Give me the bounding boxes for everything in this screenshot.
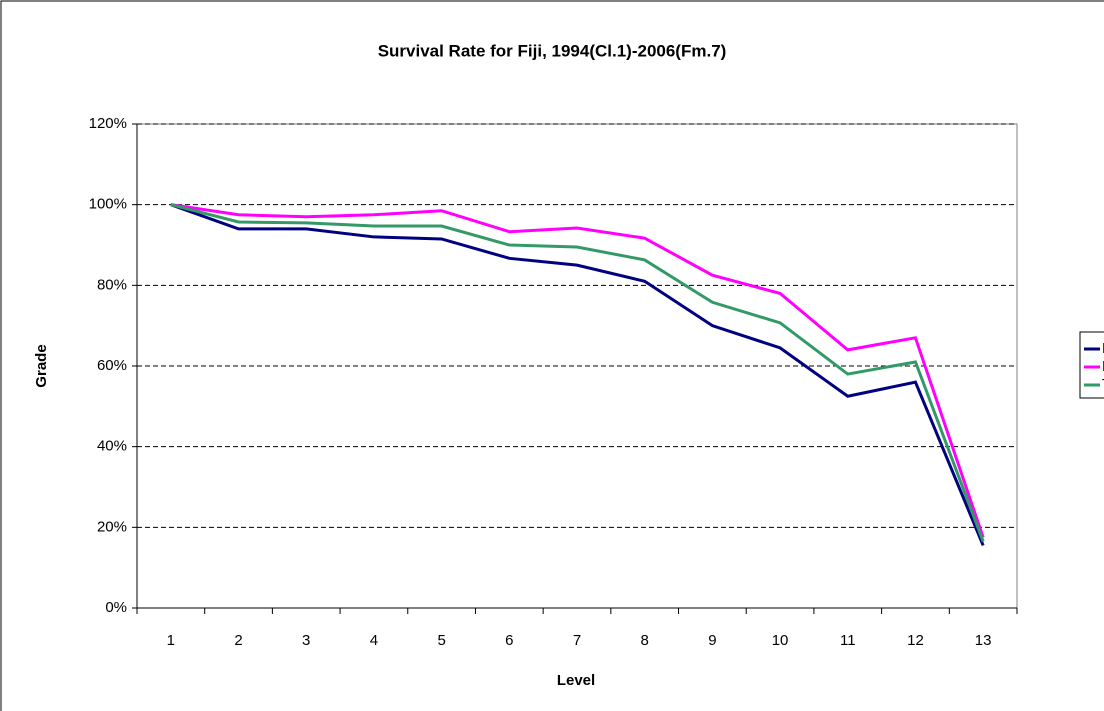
x-tick-label: 12 bbox=[907, 632, 924, 649]
legend-label: F bbox=[1102, 358, 1104, 375]
x-tick-label: 6 bbox=[505, 632, 513, 649]
y-axis-title: Grade bbox=[33, 344, 50, 387]
x-tick-label: 5 bbox=[437, 632, 445, 649]
series-line bbox=[170, 203, 985, 547]
x-tick-label: 4 bbox=[370, 632, 378, 649]
chart-title: Survival Rate for Fiji, 1994(Cl.1)-2006(… bbox=[378, 41, 727, 60]
x-tick-label: 2 bbox=[234, 632, 242, 649]
y-tick-label: 100% bbox=[89, 196, 127, 213]
legend-box bbox=[1079, 331, 1104, 399]
legend-label: T bbox=[1102, 376, 1104, 393]
x-tick-label: 11 bbox=[840, 632, 856, 649]
x-tick-label: 1 bbox=[167, 632, 175, 649]
x-tick-label: 3 bbox=[302, 632, 310, 649]
y-tick-label: 80% bbox=[97, 276, 127, 293]
series-line bbox=[170, 203, 985, 542]
x-tick-label: 13 bbox=[975, 632, 992, 649]
x-tick-label: 9 bbox=[708, 632, 716, 649]
legend-label: M bbox=[1102, 340, 1104, 357]
y-tick-label: 20% bbox=[97, 518, 127, 535]
series-line bbox=[170, 203, 985, 538]
y-tick-label: 40% bbox=[97, 438, 127, 455]
y-tick-label: 0% bbox=[105, 599, 127, 616]
y-tick-label: 120% bbox=[89, 115, 127, 132]
y-tick-label: 60% bbox=[97, 357, 127, 374]
x-axis-title: Level bbox=[557, 672, 595, 689]
x-tick-label: 7 bbox=[573, 632, 581, 649]
x-tick-label: 8 bbox=[641, 632, 649, 649]
x-tick-label: 10 bbox=[772, 632, 789, 649]
